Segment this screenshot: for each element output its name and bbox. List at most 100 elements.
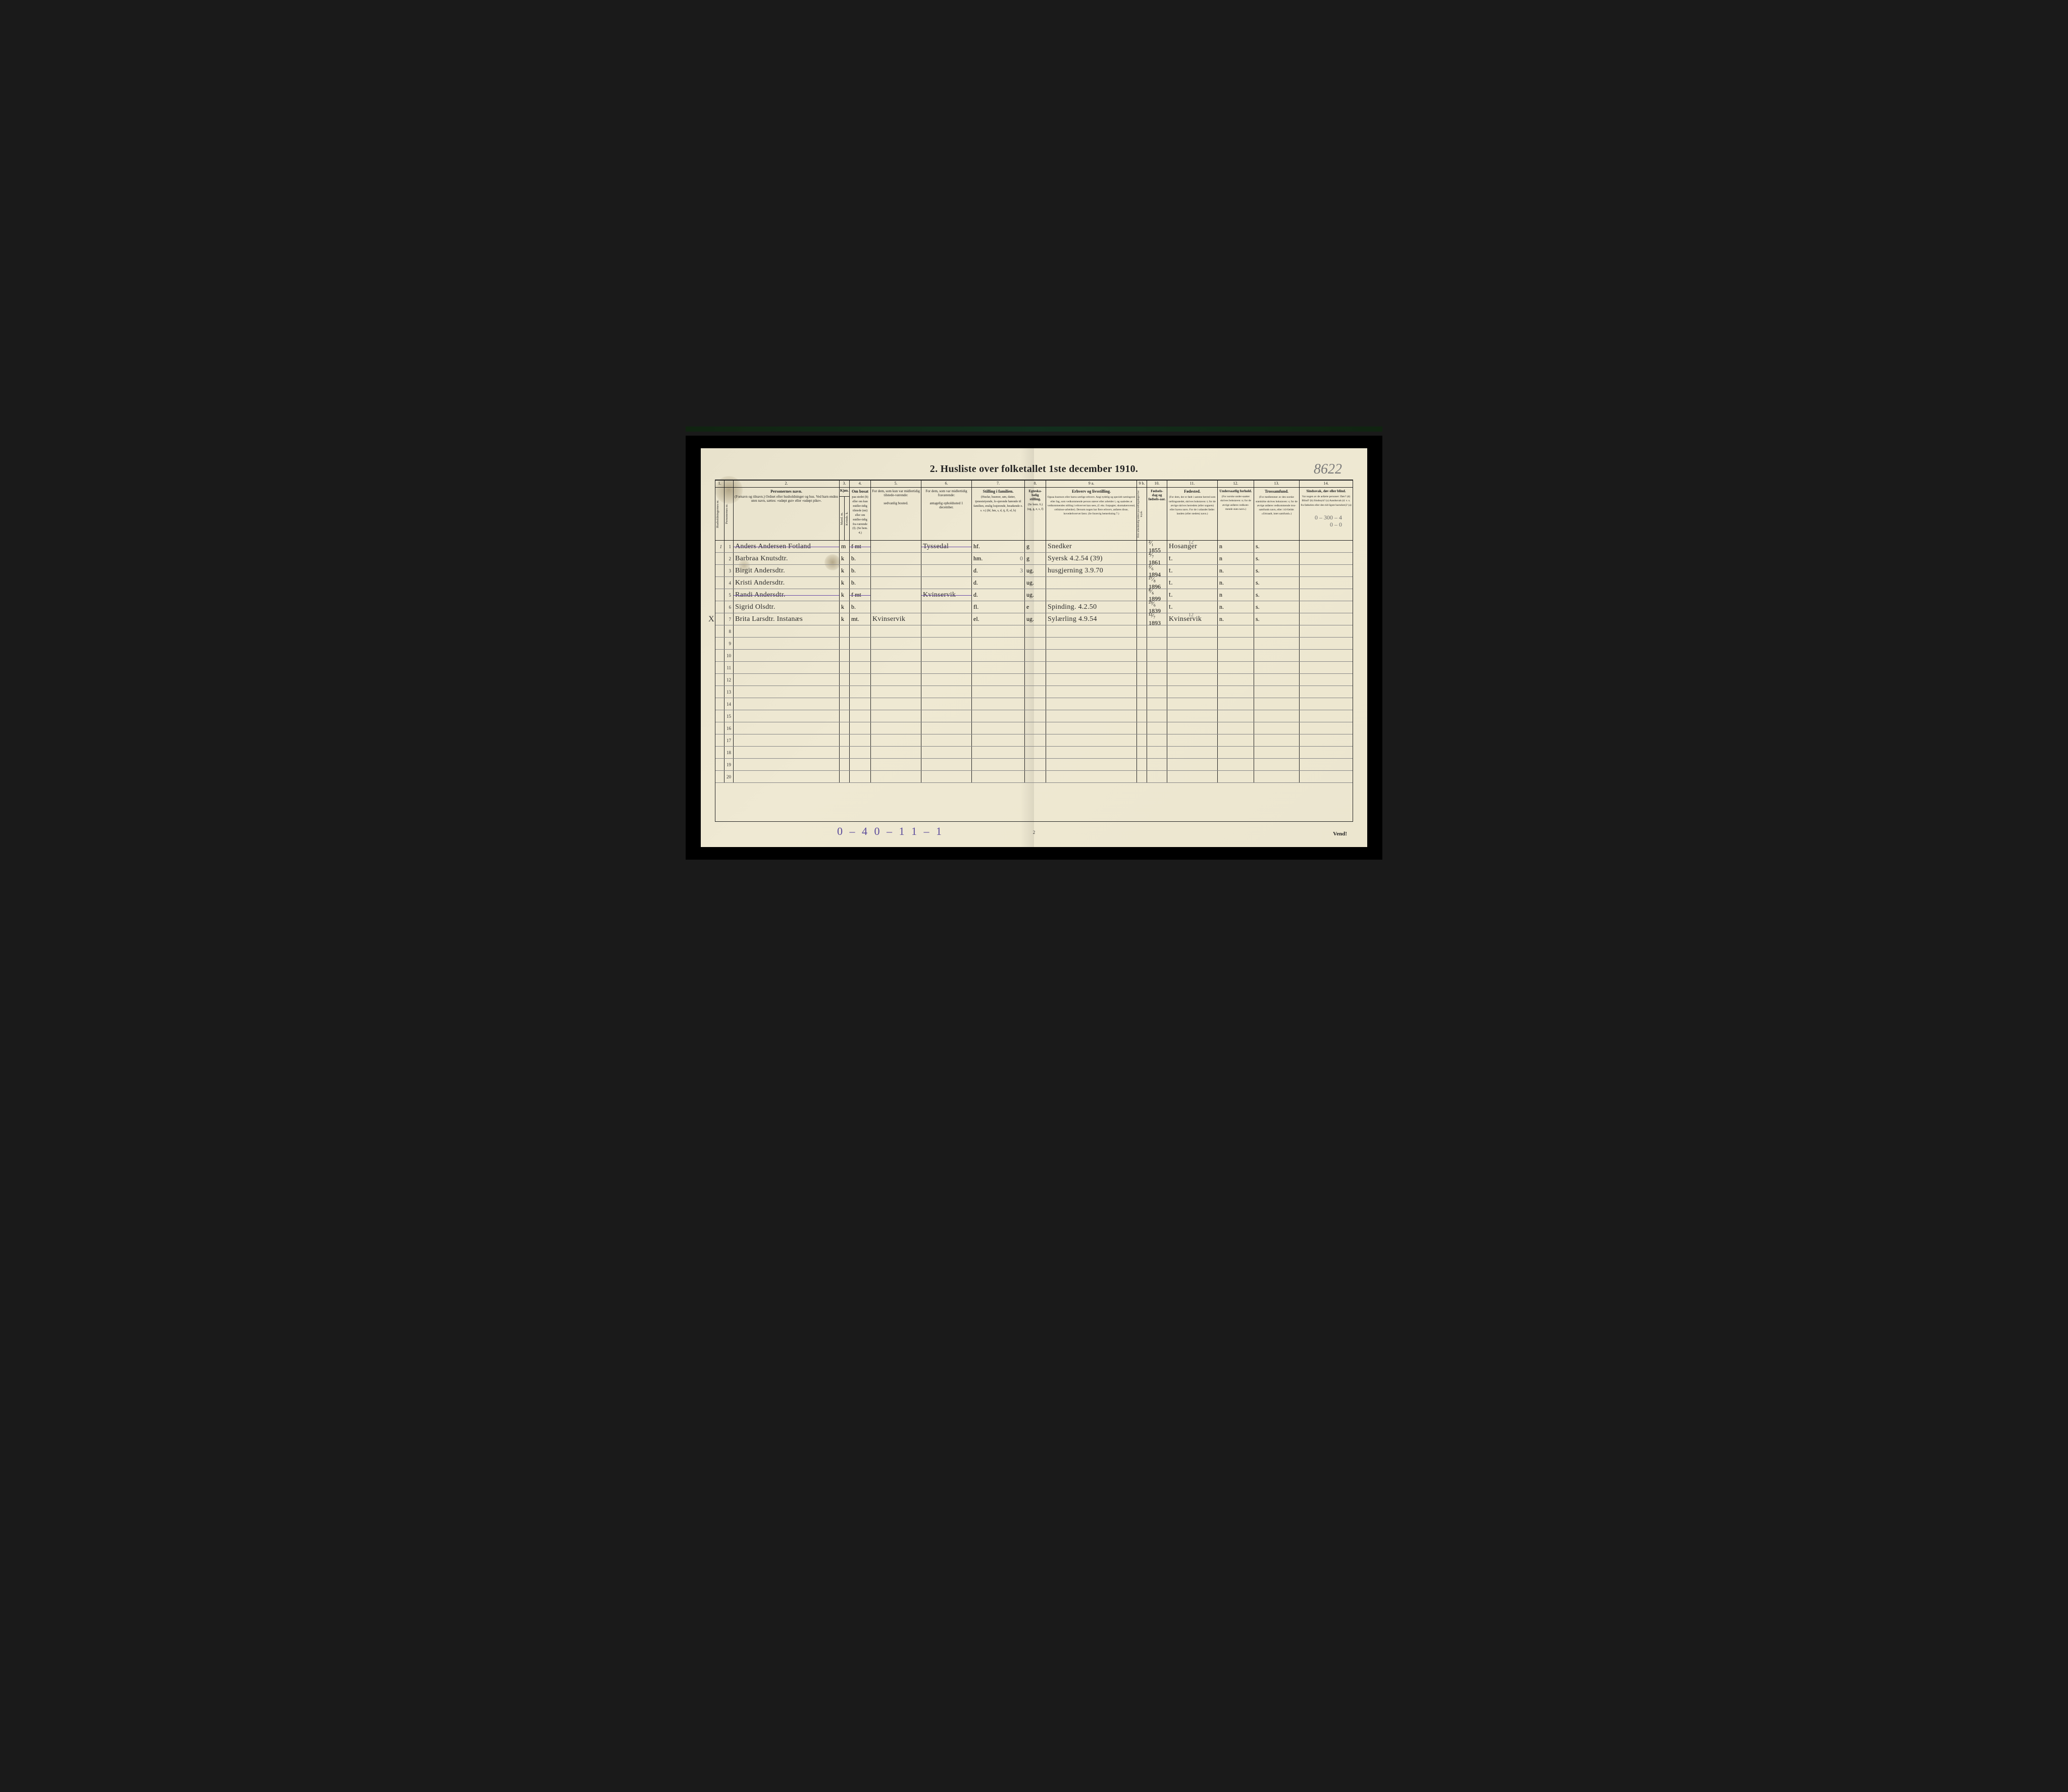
name-cell: Birgit Andersdtr. <box>734 565 840 576</box>
cell <box>1137 759 1147 770</box>
cell <box>1300 747 1353 758</box>
cell <box>1218 734 1254 746</box>
cell <box>850 674 871 686</box>
cell: hm.0 <box>972 553 1025 564</box>
cell <box>1167 686 1218 698</box>
cell: s. <box>1254 541 1300 552</box>
cell <box>1137 698 1147 710</box>
cell <box>921 650 972 661</box>
col-header: Hvis arbeidsledig sættes paa tællingsdag… <box>1137 488 1147 540</box>
census-page: 2. Husliste over folketallet 1ste decemb… <box>701 448 1367 847</box>
cell <box>734 771 840 782</box>
cell <box>1218 759 1254 770</box>
table-row: X 7 Brita Larsdtr. Instanæs k mt. Kvinse… <box>715 613 1353 625</box>
cell <box>1137 541 1147 552</box>
cell <box>715 747 725 758</box>
cell <box>1137 771 1147 782</box>
cell <box>1254 734 1300 746</box>
cell <box>972 759 1025 770</box>
cell <box>840 698 850 710</box>
cell <box>1147 747 1167 758</box>
cell: t. <box>1167 577 1218 589</box>
cell <box>1046 747 1137 758</box>
cell: 12Kvinservik <box>1167 613 1218 625</box>
cell <box>972 662 1025 673</box>
table-row-empty: 17 <box>715 734 1353 747</box>
cell <box>1046 722 1137 734</box>
cell <box>734 747 840 758</box>
cell: t. <box>1167 601 1218 613</box>
cell <box>1147 686 1167 698</box>
cell: k <box>840 613 850 625</box>
cell <box>1300 674 1353 686</box>
cell <box>734 759 840 770</box>
cell <box>1046 625 1137 637</box>
table-row-empty: 10 <box>715 650 1353 662</box>
cell <box>715 759 725 770</box>
cell <box>1147 662 1167 673</box>
cell <box>1300 759 1353 770</box>
cell: 15 <box>725 710 734 722</box>
table-row: 4 Kristi Andersdtr. k b. d. ug. ²⁷⁄₈ 189… <box>715 577 1353 589</box>
cell: ¹²⁄₇ 1893 <box>1147 613 1167 625</box>
cell: Syersk 4.2.54 (39) <box>1046 553 1137 564</box>
cell: d.3 <box>972 565 1025 576</box>
cell <box>1300 613 1353 625</box>
cell <box>921 710 972 722</box>
cell <box>840 710 850 722</box>
cell <box>972 650 1025 661</box>
cell <box>1254 686 1300 698</box>
cell <box>1025 686 1046 698</box>
cell <box>921 722 972 734</box>
col-num: 2. <box>734 481 840 487</box>
cell <box>1167 650 1218 661</box>
cell <box>1167 722 1218 734</box>
cell <box>1254 625 1300 637</box>
col-header: Sindssvak, døv eller blind. Var nogen av… <box>1300 488 1353 540</box>
cell: d. <box>972 589 1025 601</box>
cell <box>840 662 850 673</box>
cell <box>840 638 850 649</box>
cell <box>921 747 972 758</box>
col-num: 14. <box>1300 481 1353 487</box>
cell <box>1137 613 1147 625</box>
cell <box>840 686 850 698</box>
cell <box>1046 686 1137 698</box>
name-cell: Kristi Andersdtr. <box>734 577 840 589</box>
name-cell: Brita Larsdtr. Instanæs <box>734 613 840 625</box>
cell <box>715 722 725 734</box>
cell <box>921 771 972 782</box>
col-header: Undersaatlig forhold. (For norske under-… <box>1218 488 1254 540</box>
cell: 14 <box>725 698 734 710</box>
cell <box>871 759 921 770</box>
col-header: For dem, som kun var midlertidig tilsted… <box>871 488 921 540</box>
cell <box>734 662 840 673</box>
cell <box>1147 625 1167 637</box>
cell <box>1167 710 1218 722</box>
cell: ug. <box>1025 613 1046 625</box>
cell <box>871 577 921 589</box>
cell <box>1254 759 1300 770</box>
cell <box>871 662 921 673</box>
cell <box>1046 662 1137 673</box>
cell <box>921 565 972 576</box>
cell <box>1025 698 1046 710</box>
census-table: 1. 2. 3. 4. 5. 6. 7. 8. 9 a. 9 b. 10. 11… <box>715 480 1353 822</box>
cell: 12 <box>725 674 734 686</box>
cell: f mt <box>850 589 871 601</box>
col-num: 10. <box>1147 481 1167 487</box>
cell <box>1167 771 1218 782</box>
cell <box>1025 734 1046 746</box>
cell <box>1147 698 1167 710</box>
cell <box>1046 638 1137 649</box>
cell <box>972 674 1025 686</box>
cell <box>1137 674 1147 686</box>
cell <box>921 662 972 673</box>
cell: 12Hosanger <box>1167 541 1218 552</box>
cell <box>1147 722 1167 734</box>
cell: t. <box>1167 589 1218 601</box>
cell <box>972 686 1025 698</box>
cell <box>1046 734 1137 746</box>
cell <box>1167 662 1218 673</box>
cell: 20 <box>725 771 734 782</box>
